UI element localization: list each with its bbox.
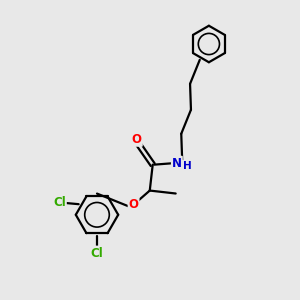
Text: Cl: Cl [91, 247, 103, 260]
Text: H: H [183, 160, 191, 170]
Text: Cl: Cl [53, 196, 66, 209]
Text: O: O [132, 133, 142, 146]
Text: O: O [129, 198, 139, 211]
Text: N: N [172, 157, 182, 170]
